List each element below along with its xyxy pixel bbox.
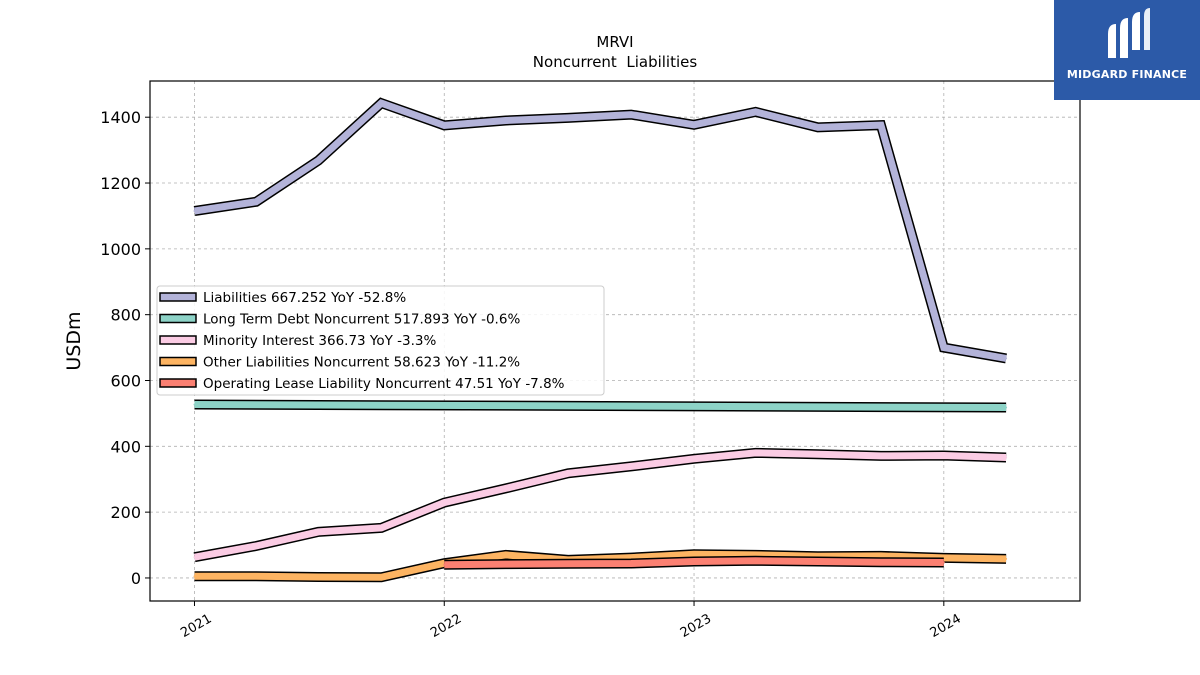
legend-entry: Liabilities 667.252 YoY -52.8% <box>203 290 406 306</box>
data-point <box>693 457 696 460</box>
data-point <box>693 560 696 563</box>
legend-swatch <box>159 356 197 367</box>
series-lines <box>193 97 1008 583</box>
logo-text: MIDGARD FINANCE <box>1066 68 1188 81</box>
data-point <box>879 561 882 564</box>
data-point <box>754 559 757 562</box>
legend-entry: Long Term Debt Noncurrent 517.893 YoY -0… <box>203 312 520 328</box>
data-point <box>443 563 446 566</box>
x-tick-label: 2022 <box>428 611 464 641</box>
data-point <box>754 451 757 454</box>
data-point <box>879 454 882 457</box>
data-point <box>443 501 446 504</box>
legend-swatch <box>159 378 197 388</box>
data-point <box>754 553 757 556</box>
data-point <box>630 465 633 468</box>
data-point <box>504 487 507 490</box>
data-point <box>630 113 633 116</box>
legend-entry: Operating Lease Liability Noncurrent 47.… <box>203 376 565 392</box>
data-point <box>255 545 258 548</box>
chart-subtitle: Noncurrent Liabilities <box>533 53 698 71</box>
y-tick-label: 800 <box>110 306 141 325</box>
data-point <box>693 553 696 556</box>
data-point <box>504 119 507 122</box>
series-4 <box>443 555 945 570</box>
series-line <box>193 99 1007 362</box>
data-point <box>380 526 383 529</box>
data-point <box>443 124 446 127</box>
y-tick-label: 600 <box>110 371 141 390</box>
data-point <box>816 560 819 563</box>
y-tick-label: 1200 <box>100 174 141 193</box>
data-point <box>255 200 258 203</box>
data-point <box>816 453 819 456</box>
legend-swatch <box>159 335 197 345</box>
data-point <box>504 553 507 556</box>
data-point <box>942 561 945 564</box>
y-tick-label: 400 <box>110 437 141 456</box>
legend-swatch <box>159 313 197 324</box>
data-point <box>255 575 258 578</box>
legend: Liabilities 667.252 YoY -52.8% Long Term … <box>156 285 605 396</box>
logo-mark-icon <box>1108 8 1150 58</box>
chart-title: MRVI <box>596 33 633 51</box>
data-point <box>1005 557 1008 560</box>
grid-lines <box>150 81 1080 601</box>
series-1 <box>193 399 1008 413</box>
data-point <box>754 110 757 113</box>
data-point <box>1005 406 1008 409</box>
data-point <box>193 210 196 212</box>
data-point <box>193 403 196 406</box>
data-point <box>879 554 882 557</box>
plot-frame <box>149 80 1081 602</box>
data-point <box>504 563 507 566</box>
data-point <box>317 575 320 578</box>
data-point <box>380 576 383 579</box>
x-tick-label: 2021 <box>178 611 214 641</box>
data-point <box>693 123 696 126</box>
data-point <box>380 102 383 105</box>
x-tick-label: 2024 <box>928 611 964 641</box>
data-point <box>193 556 196 559</box>
legend-swatch <box>159 292 197 302</box>
y-tick-label: 200 <box>110 503 141 522</box>
series-2 <box>193 447 1008 563</box>
x-tick-label: 2023 <box>678 611 714 641</box>
data-point <box>567 562 570 565</box>
legend-entry: Other Liabilities Noncurrent 58.623 YoY … <box>203 355 520 371</box>
series-line <box>194 401 1007 411</box>
y-tick-label: 0 <box>131 569 141 588</box>
data-point <box>567 116 570 119</box>
y-axis-label: USDm <box>63 311 85 370</box>
legend-entry: Minority Interest 366.73 YoY -3.3% <box>203 333 437 349</box>
data-point <box>567 472 570 475</box>
data-point <box>193 575 196 578</box>
data-point <box>816 126 819 129</box>
data-point <box>1005 456 1008 459</box>
series-0 <box>193 97 1008 364</box>
y-tick-label: 1000 <box>100 240 141 259</box>
data-point <box>942 454 945 457</box>
y-tick-label: 1400 <box>100 108 141 127</box>
data-point <box>317 159 320 162</box>
series-line <box>193 449 1007 561</box>
data-point <box>630 562 633 565</box>
data-point <box>1005 357 1008 360</box>
data-point <box>879 124 882 127</box>
data-point <box>942 346 945 349</box>
legend-box <box>156 285 605 396</box>
data-point <box>317 530 320 533</box>
data-point <box>630 556 633 559</box>
midgard-finance-logo: MIDGARD FINANCE <box>1054 0 1200 100</box>
